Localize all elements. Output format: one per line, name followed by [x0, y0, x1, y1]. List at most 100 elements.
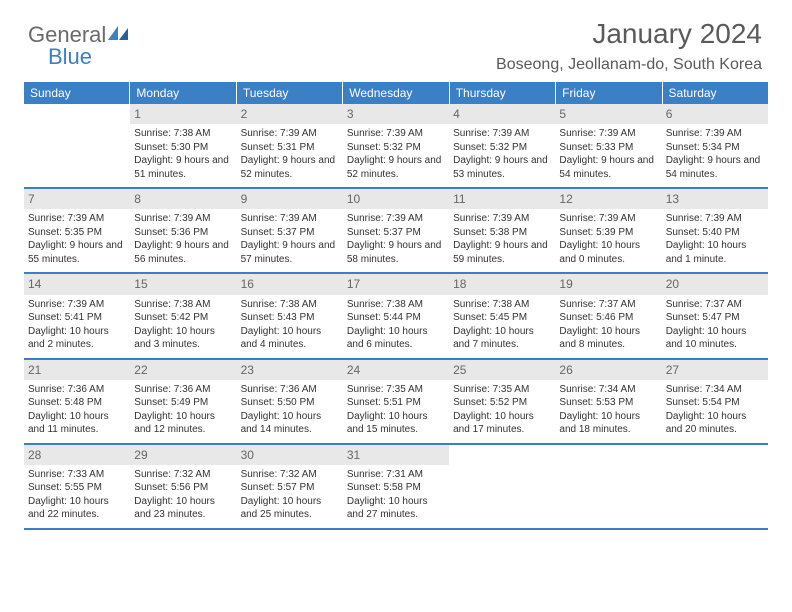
daylight-text: Daylight: 10 hours and 14 minutes.: [241, 410, 339, 437]
day-number: 23: [237, 360, 343, 380]
daylight-text: Daylight: 9 hours and 59 minutes.: [453, 239, 551, 266]
sunrise-text: Sunrise: 7:37 AM: [666, 298, 764, 312]
sunset-text: Sunset: 5:35 PM: [28, 226, 126, 240]
day-cell: 29Sunrise: 7:32 AMSunset: 5:56 PMDayligh…: [130, 445, 236, 528]
sunrise-text: Sunrise: 7:39 AM: [666, 212, 764, 226]
sunrise-text: Sunrise: 7:38 AM: [453, 298, 551, 312]
weekday-header: Friday: [556, 82, 662, 104]
sunrise-text: Sunrise: 7:38 AM: [347, 298, 445, 312]
day-cell: 5 Sunrise: 7:39 AMSunset: 5:33 PMDaylight…: [555, 104, 661, 187]
day-cell: 7Sunrise: 7:39 AMSunset: 5:35 PMDaylight…: [24, 189, 130, 272]
daylight-text: Daylight: 9 hours and 56 minutes.: [134, 239, 232, 266]
sunrise-text: Sunrise: 7:34 AM: [666, 383, 764, 397]
day-number: 17: [343, 274, 449, 294]
logo-icon: [108, 24, 130, 47]
day-cell: 24Sunrise: 7:35 AMSunset: 5:51 PMDayligh…: [343, 360, 449, 443]
sunrise-text: Sunrise: 7:39 AM: [241, 212, 339, 226]
day-cell: 28Sunrise: 7:33 AMSunset: 5:55 PMDayligh…: [24, 445, 130, 528]
weekday-header: Monday: [130, 82, 236, 104]
sunset-text: Sunset: 5:54 PM: [666, 396, 764, 410]
day-number: 31: [343, 445, 449, 465]
sunrise-text: Sunrise: 7:34 AM: [559, 383, 657, 397]
sunrise-text: Sunrise: 7:36 AM: [28, 383, 126, 397]
day-cell: 27Sunrise: 7:34 AMSunset: 5:54 PMDayligh…: [662, 360, 768, 443]
daylight-text: Daylight: 10 hours and 6 minutes.: [347, 325, 445, 352]
sunrise-text: Sunrise: 7:35 AM: [453, 383, 551, 397]
daylight-text: Daylight: 10 hours and 4 minutes.: [241, 325, 339, 352]
day-cell: 3Sunrise: 7:39 AMSunset: 5:32 PMDaylight…: [343, 104, 449, 187]
day-number: 10: [343, 189, 449, 209]
sunset-text: Sunset: 5:42 PM: [134, 311, 232, 325]
sunrise-text: Sunrise: 7:39 AM: [666, 127, 764, 141]
day-cell: 26Sunrise: 7:34 AMSunset: 5:53 PMDayligh…: [555, 360, 661, 443]
daylight-text: Daylight: 9 hours and 52 minutes.: [241, 154, 339, 181]
day-cell: 18Sunrise: 7:38 AMSunset: 5:45 PMDayligh…: [449, 274, 555, 357]
daylight-text: Daylight: 10 hours and 15 minutes.: [347, 410, 445, 437]
daylight-text: Daylight: 10 hours and 7 minutes.: [453, 325, 551, 352]
sunrise-text: Sunrise: 7:39 AM: [134, 212, 232, 226]
week-row: 14Sunrise: 7:39 AMSunset: 5:41 PMDayligh…: [24, 274, 768, 359]
weekday-header-row: SundayMondayTuesdayWednesdayThursdayFrid…: [24, 82, 768, 104]
sunset-text: Sunset: 5:36 PM: [134, 226, 232, 240]
day-number: 11: [449, 189, 555, 209]
day-cell: 19Sunrise: 7:37 AMSunset: 5:46 PMDayligh…: [555, 274, 661, 357]
daylight-text: Daylight: 9 hours and 54 minutes.: [559, 154, 657, 181]
sunset-text: Sunset: 5:32 PM: [347, 141, 445, 155]
daylight-text: Daylight: 10 hours and 11 minutes.: [28, 410, 126, 437]
sunrise-text: Sunrise: 7:36 AM: [134, 383, 232, 397]
day-cell: 30Sunrise: 7:32 AMSunset: 5:57 PMDayligh…: [237, 445, 343, 528]
day-number: 20: [662, 274, 768, 294]
daylight-text: Daylight: 10 hours and 2 minutes.: [28, 325, 126, 352]
weekday-header: Tuesday: [237, 82, 343, 104]
sunrise-text: Sunrise: 7:39 AM: [453, 127, 551, 141]
daylight-text: Daylight: 10 hours and 18 minutes.: [559, 410, 657, 437]
sunset-text: Sunset: 5:51 PM: [347, 396, 445, 410]
daylight-text: Daylight: 10 hours and 3 minutes.: [134, 325, 232, 352]
day-number: 26: [555, 360, 661, 380]
sunset-text: Sunset: 5:43 PM: [241, 311, 339, 325]
sunrise-text: Sunrise: 7:39 AM: [559, 212, 657, 226]
day-cell: 14Sunrise: 7:39 AMSunset: 5:41 PMDayligh…: [24, 274, 130, 357]
day-cell: 13Sunrise: 7:39 AMSunset: 5:40 PMDayligh…: [662, 189, 768, 272]
sunset-text: Sunset: 5:32 PM: [453, 141, 551, 155]
day-cell: 31Sunrise: 7:31 AMSunset: 5:58 PMDayligh…: [343, 445, 449, 528]
day-cell: 22Sunrise: 7:36 AMSunset: 5:49 PMDayligh…: [130, 360, 236, 443]
day-cell: [24, 104, 130, 187]
sunset-text: Sunset: 5:55 PM: [28, 481, 126, 495]
weekday-header: Wednesday: [343, 82, 449, 104]
sunset-text: Sunset: 5:37 PM: [241, 226, 339, 240]
sunset-text: Sunset: 5:49 PM: [134, 396, 232, 410]
day-cell: 20Sunrise: 7:37 AMSunset: 5:47 PMDayligh…: [662, 274, 768, 357]
daylight-text: Daylight: 9 hours and 52 minutes.: [347, 154, 445, 181]
day-number: 9: [237, 189, 343, 209]
sunset-text: Sunset: 5:41 PM: [28, 311, 126, 325]
day-number: 7: [24, 189, 130, 209]
day-cell: 15Sunrise: 7:38 AMSunset: 5:42 PMDayligh…: [130, 274, 236, 357]
sunset-text: Sunset: 5:50 PM: [241, 396, 339, 410]
sunrise-text: Sunrise: 7:32 AM: [134, 468, 232, 482]
sunset-text: Sunset: 5:56 PM: [134, 481, 232, 495]
day-number: 22: [130, 360, 236, 380]
sunrise-text: Sunrise: 7:39 AM: [559, 127, 657, 141]
sunset-text: Sunset: 5:34 PM: [666, 141, 764, 155]
sunset-text: Sunset: 5:45 PM: [453, 311, 551, 325]
sunrise-text: Sunrise: 7:38 AM: [241, 298, 339, 312]
day-cell: 4Sunrise: 7:39 AMSunset: 5:32 PMDaylight…: [449, 104, 555, 187]
sunset-text: Sunset: 5:33 PM: [559, 141, 657, 155]
day-number: 15: [130, 274, 236, 294]
sunrise-text: Sunrise: 7:38 AM: [134, 127, 232, 141]
sunrise-text: Sunrise: 7:39 AM: [28, 212, 126, 226]
sunset-text: Sunset: 5:44 PM: [347, 311, 445, 325]
sunrise-text: Sunrise: 7:35 AM: [347, 383, 445, 397]
sunrise-text: Sunrise: 7:36 AM: [241, 383, 339, 397]
day-cell: 25Sunrise: 7:35 AMSunset: 5:52 PMDayligh…: [449, 360, 555, 443]
day-cell: 21Sunrise: 7:36 AMSunset: 5:48 PMDayligh…: [24, 360, 130, 443]
sunset-text: Sunset: 5:37 PM: [347, 226, 445, 240]
day-cell: 16Sunrise: 7:38 AMSunset: 5:43 PMDayligh…: [237, 274, 343, 357]
sunrise-text: Sunrise: 7:37 AM: [559, 298, 657, 312]
sunrise-text: Sunrise: 7:39 AM: [347, 127, 445, 141]
daylight-text: Daylight: 10 hours and 22 minutes.: [28, 495, 126, 522]
day-cell: 10Sunrise: 7:39 AMSunset: 5:37 PMDayligh…: [343, 189, 449, 272]
day-number: 5: [555, 104, 661, 124]
day-number: 12: [555, 189, 661, 209]
